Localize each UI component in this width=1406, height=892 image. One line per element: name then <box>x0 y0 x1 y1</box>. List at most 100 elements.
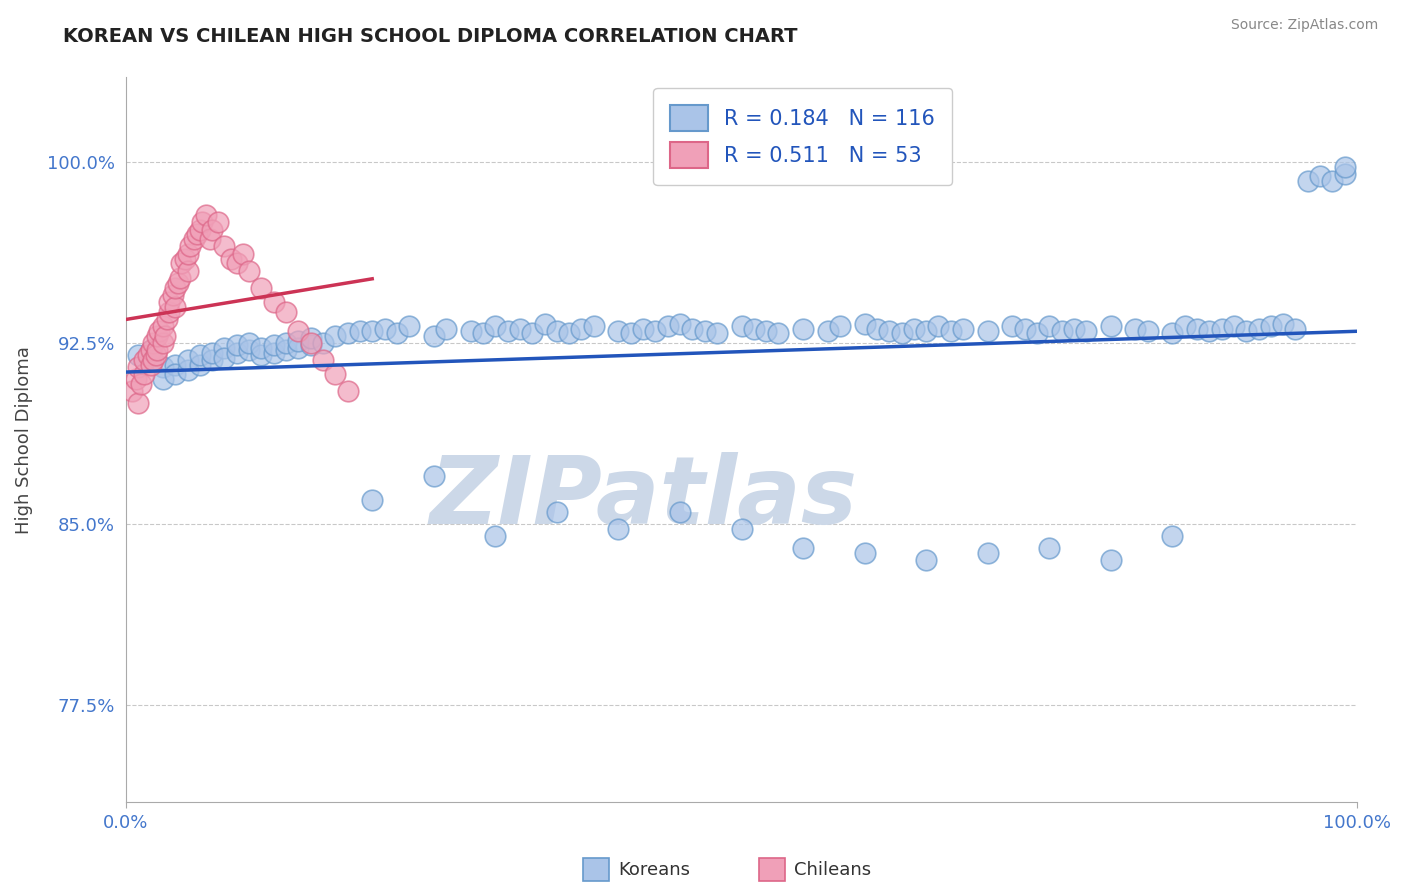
Point <box>1136 324 1159 338</box>
Point <box>1247 321 1270 335</box>
Point <box>195 208 218 222</box>
Point <box>155 328 177 343</box>
Point <box>225 338 247 352</box>
Point <box>669 505 692 519</box>
Point <box>207 215 229 229</box>
Point <box>1014 321 1036 335</box>
Point <box>768 326 790 341</box>
Point <box>1001 319 1024 334</box>
Point <box>125 372 148 386</box>
Point <box>188 222 211 236</box>
Point <box>1333 167 1355 181</box>
Point <box>533 317 555 331</box>
Point <box>312 336 335 351</box>
Point <box>582 319 605 334</box>
Point <box>472 326 495 341</box>
Text: ZIPatlas: ZIPatlas <box>429 451 858 543</box>
Point <box>571 321 593 335</box>
Point <box>1296 174 1319 188</box>
Point <box>225 256 247 270</box>
Point <box>853 317 876 331</box>
Point <box>434 321 457 335</box>
Text: Chileans: Chileans <box>794 861 872 879</box>
Point <box>145 348 167 362</box>
Point <box>742 321 765 335</box>
Point <box>165 300 187 314</box>
Point <box>496 324 519 338</box>
Point <box>232 246 254 260</box>
Point <box>877 324 900 338</box>
Legend: R = 0.184   N = 116, R = 0.511   N = 53: R = 0.184 N = 116, R = 0.511 N = 53 <box>654 87 952 186</box>
Point <box>484 319 506 334</box>
Point <box>198 232 221 246</box>
Point <box>607 324 630 338</box>
Point <box>250 348 273 362</box>
Text: Koreans: Koreans <box>619 861 690 879</box>
Point <box>385 326 408 341</box>
Point <box>188 348 211 362</box>
Point <box>607 522 630 536</box>
Point <box>1211 321 1233 335</box>
Point <box>142 336 165 351</box>
Point <box>186 227 208 242</box>
Point <box>312 353 335 368</box>
Point <box>152 336 174 351</box>
Point <box>509 321 531 335</box>
Y-axis label: High School Diploma: High School Diploma <box>15 346 32 533</box>
Point <box>1099 319 1122 334</box>
Point <box>631 321 654 335</box>
Point <box>1185 321 1208 335</box>
Point <box>1050 324 1073 338</box>
Point <box>1223 319 1246 334</box>
Point <box>1038 541 1060 556</box>
Point <box>1333 160 1355 174</box>
Point <box>214 351 236 365</box>
Point <box>927 319 949 334</box>
Point <box>183 232 205 246</box>
Point <box>336 326 359 341</box>
Point <box>323 368 346 382</box>
Point <box>1076 324 1098 338</box>
Point <box>903 321 925 335</box>
Point <box>176 263 198 277</box>
Point <box>915 553 938 567</box>
Point <box>139 358 162 372</box>
Point <box>1198 324 1220 338</box>
Point <box>127 348 149 362</box>
Point <box>522 326 544 341</box>
Point <box>263 345 285 359</box>
Point <box>336 384 359 399</box>
Point <box>1234 324 1257 338</box>
Point <box>152 372 174 386</box>
Point <box>127 360 149 375</box>
Point <box>546 505 568 519</box>
Point <box>157 304 180 318</box>
Point <box>730 522 752 536</box>
Point <box>755 324 778 338</box>
Point <box>127 396 149 410</box>
Point <box>890 326 912 341</box>
Point <box>169 271 191 285</box>
Point <box>644 324 666 338</box>
Point <box>546 324 568 338</box>
Text: KOREAN VS CHILEAN HIGH SCHOOL DIPLOMA CORRELATION CHART: KOREAN VS CHILEAN HIGH SCHOOL DIPLOMA CO… <box>63 27 797 45</box>
Point <box>349 324 371 338</box>
Point <box>323 328 346 343</box>
Point <box>176 353 198 368</box>
Point <box>373 321 395 335</box>
Point <box>188 358 211 372</box>
Point <box>657 319 679 334</box>
Point <box>706 326 728 341</box>
Point <box>976 546 998 560</box>
Point <box>287 324 309 338</box>
Point <box>157 295 180 310</box>
Point <box>165 368 187 382</box>
Point <box>139 343 162 358</box>
Point <box>299 336 322 351</box>
Point <box>129 377 152 392</box>
Point <box>139 353 162 368</box>
Point <box>146 343 169 358</box>
Point <box>225 345 247 359</box>
Point <box>1099 553 1122 567</box>
Point <box>484 529 506 543</box>
